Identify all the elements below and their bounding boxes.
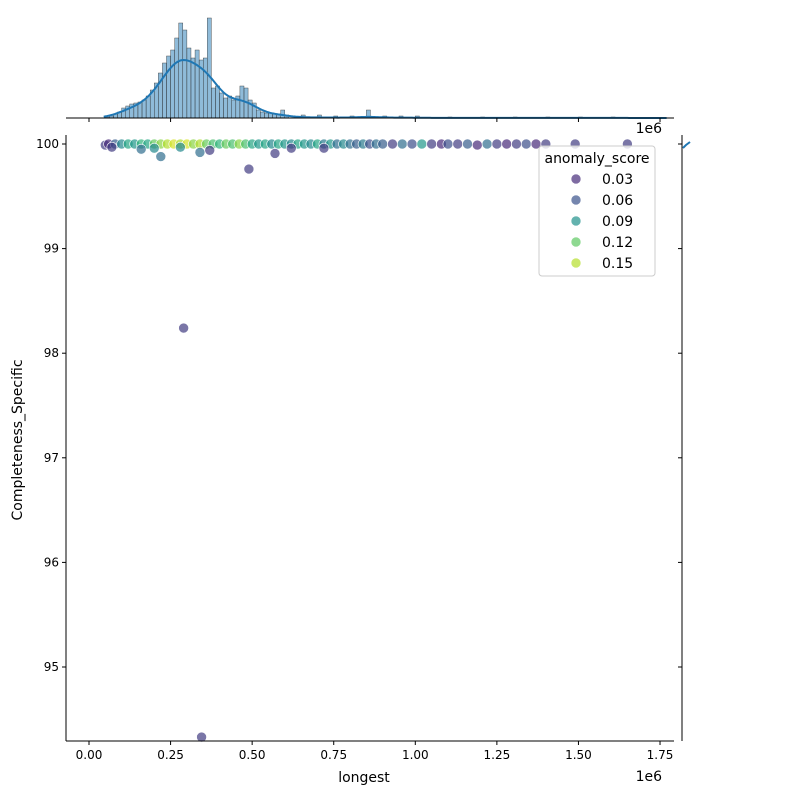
legend-label: 0.06 (602, 193, 633, 209)
x-tick-label: 0.25 (157, 748, 184, 762)
scatter-point (452, 138, 464, 150)
histogram-bar (194, 49, 200, 119)
y-tick-label: 99 (44, 242, 59, 256)
y-tick-label: 98 (44, 346, 59, 360)
histogram-bar (207, 17, 212, 119)
legend-marker (570, 173, 582, 185)
scatter-point (396, 138, 408, 150)
histogram-bar (260, 111, 265, 119)
top-marginal-histogram (66, 17, 674, 122)
main-scatter-axes: 0.00 0.25 0.50 0.75 1.00 1.25 1.50 1.75 95 96 97 98… (36, 135, 674, 762)
scatter-point (148, 142, 160, 154)
legend-marker (570, 194, 582, 206)
histogram-bar (211, 87, 216, 119)
scatter-point (387, 138, 398, 150)
scatter-point (196, 731, 207, 743)
histogram-bar (190, 57, 196, 119)
x-axis-label: longest (338, 770, 390, 786)
scatter-point (481, 138, 493, 150)
histogram-bar (223, 97, 228, 119)
x-tick-label: 0.75 (320, 748, 347, 762)
histogram-bar (227, 95, 232, 119)
legend: anomaly_score 0.03 0.06 0.09 0.12 0.15 (538, 145, 656, 277)
histogram-bar (219, 92, 224, 119)
scatter-point (318, 142, 330, 154)
scatter-point (471, 139, 483, 151)
scatter-point (377, 138, 388, 150)
histogram-bar (231, 99, 237, 119)
scatter-point (442, 138, 454, 150)
scatter-point (106, 141, 118, 153)
right-kde-curve (682, 141, 691, 149)
scatter-point (462, 138, 473, 150)
x-offset-label: 1e6 (636, 121, 663, 137)
scatter-point (286, 142, 297, 154)
scatter-point (520, 138, 532, 150)
scatter-point (406, 138, 418, 150)
x-tick-label: 1.00 (402, 748, 429, 762)
histogram-bar (174, 37, 179, 119)
histogram-bar (145, 95, 151, 119)
scatter-point (511, 138, 522, 150)
histogram-bar (264, 112, 269, 119)
legend-frame (538, 145, 656, 277)
x-tick-label: 0.50 (239, 748, 266, 762)
scatter-point (178, 322, 189, 334)
scatter-point (175, 141, 186, 153)
histogram-bar (186, 47, 192, 119)
legend-label: 0.09 (602, 214, 633, 230)
scatter-point (155, 151, 167, 162)
x-tick-label: 1.75 (647, 748, 674, 762)
legend-marker (570, 236, 582, 248)
y-tick-label: 100 (36, 137, 59, 151)
legend-marker (570, 215, 582, 227)
histogram-bar (178, 22, 184, 119)
legend-label: 0.03 (602, 172, 633, 188)
scatter-point (269, 148, 281, 159)
histogram-bar (162, 62, 167, 119)
y-axis-label: Completeness_Specific (10, 359, 26, 520)
histogram-bar (182, 29, 188, 119)
legend-label: 0.12 (602, 235, 633, 251)
legend-marker (570, 257, 582, 269)
x-offset-label-bottom: 1e6 (636, 769, 663, 785)
scatter-point (135, 143, 147, 155)
right-marginal-axis (678, 135, 691, 741)
histogram-bar (256, 109, 261, 119)
legend-title: anomaly_score (544, 151, 649, 167)
scatter-point (426, 138, 437, 150)
histogram-bar (203, 57, 208, 119)
histogram-bar (170, 49, 175, 119)
histogram-bar (166, 55, 171, 119)
y-tick-label: 95 (44, 660, 59, 674)
scatter-point (416, 138, 428, 150)
histogram-bar (215, 85, 220, 119)
histogram-bar (141, 99, 147, 119)
legend-label: 0.15 (602, 256, 633, 272)
x-tick-label: 1.50 (565, 748, 592, 762)
scatter-point (204, 144, 216, 156)
x-tick-label: 1.25 (484, 748, 511, 762)
scatter-point (194, 147, 206, 158)
y-tick-label: 97 (44, 451, 59, 465)
x-tick-label: 0.00 (76, 748, 103, 762)
scatter-point (243, 163, 255, 175)
scatter-point (501, 138, 512, 150)
y-tick-label: 96 (44, 555, 59, 569)
scatter-point (491, 138, 503, 150)
